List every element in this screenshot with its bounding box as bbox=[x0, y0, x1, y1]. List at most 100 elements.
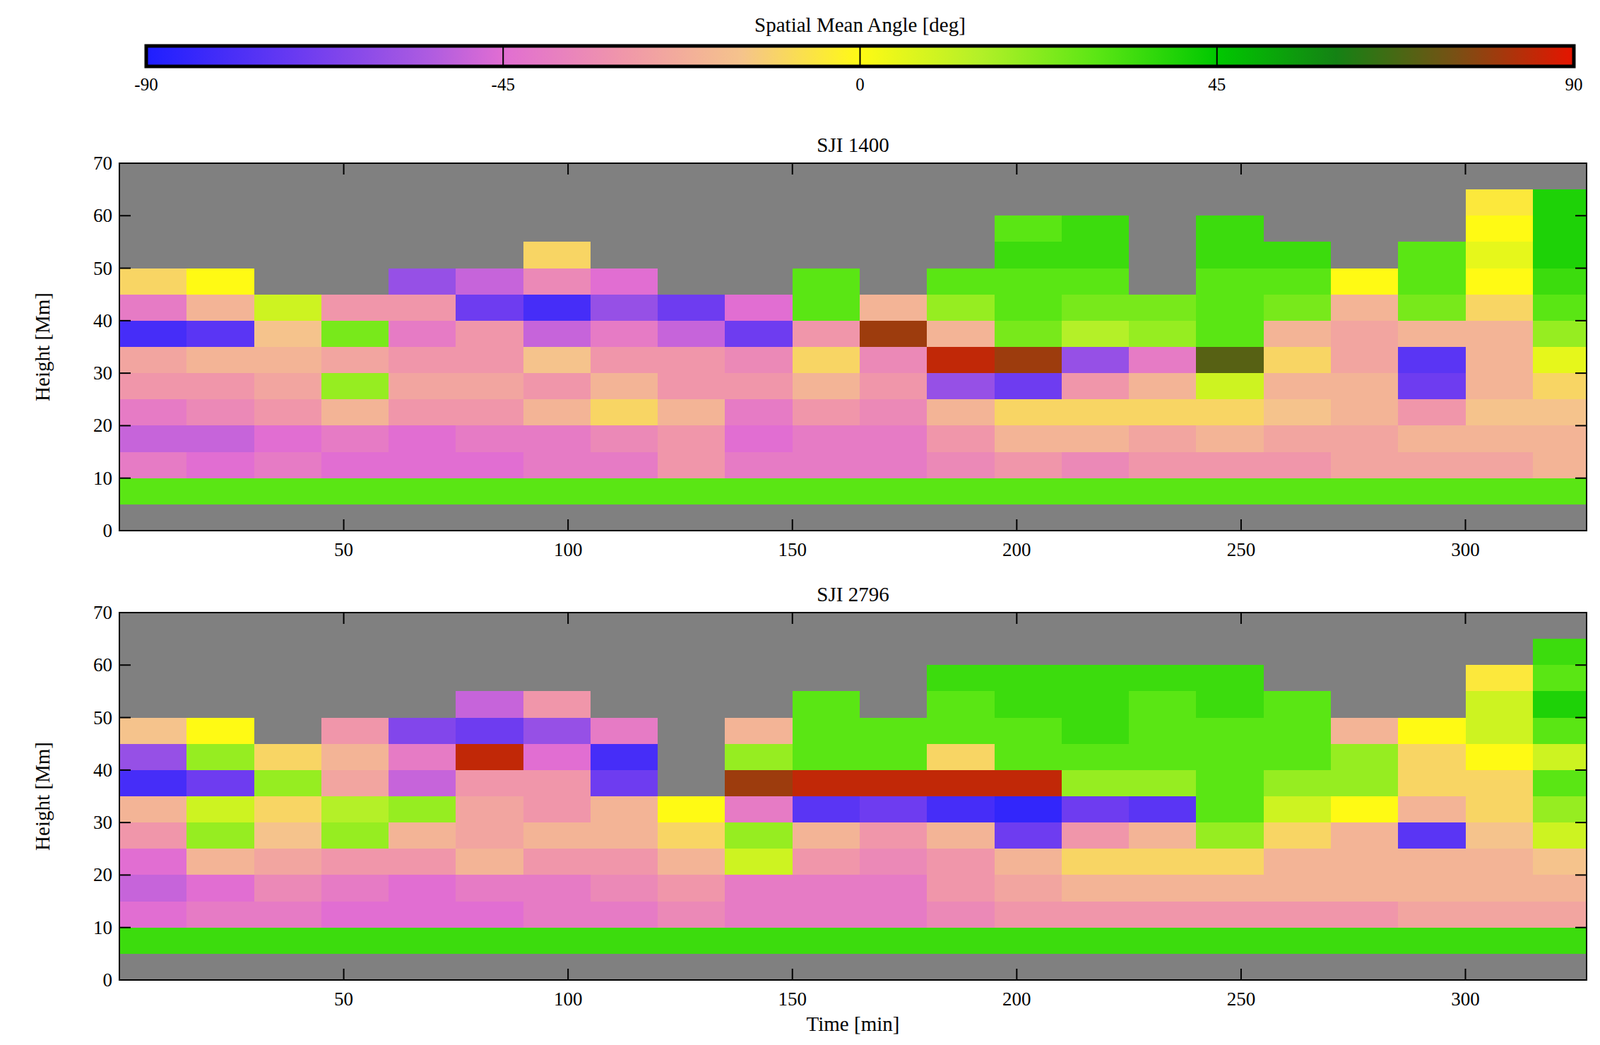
heat-cell bbox=[1532, 664, 1587, 691]
heat-cell bbox=[1195, 743, 1264, 770]
cells bbox=[119, 189, 1587, 505]
heat-cell bbox=[1061, 822, 1129, 849]
colorbar-tick bbox=[145, 45, 147, 67]
heat-cell bbox=[1061, 215, 1129, 242]
heat-cell bbox=[186, 478, 254, 505]
heat-cell bbox=[455, 268, 523, 295]
heat-cell bbox=[1263, 268, 1331, 295]
heat-cell bbox=[321, 399, 389, 426]
heat-cell bbox=[1465, 268, 1533, 295]
heat-cell bbox=[388, 874, 456, 901]
x-tick-label: 300 bbox=[1450, 538, 1480, 561]
heat-cell bbox=[455, 399, 523, 426]
heat-cell bbox=[1128, 901, 1196, 928]
heat-cell bbox=[523, 268, 591, 295]
heat-cell bbox=[455, 452, 523, 479]
heat-cell bbox=[388, 399, 456, 426]
heat-cell bbox=[1195, 901, 1264, 928]
heat-cell bbox=[1330, 901, 1398, 928]
colorbar-tick bbox=[1216, 45, 1218, 67]
heat-cell bbox=[523, 241, 591, 268]
heat-cell bbox=[792, 478, 860, 505]
heat-cell bbox=[1397, 478, 1466, 505]
y-tick bbox=[1575, 873, 1587, 876]
heat-cell bbox=[1397, 822, 1466, 849]
heat-cell bbox=[1330, 848, 1398, 875]
heat-cell bbox=[1397, 346, 1466, 373]
heat-cell bbox=[388, 848, 456, 875]
heat-cell bbox=[926, 848, 994, 875]
heat-cell bbox=[926, 822, 994, 849]
heat-cell bbox=[119, 346, 187, 373]
heat-cell bbox=[1330, 478, 1398, 505]
heat-cell bbox=[1128, 294, 1196, 321]
heat-cell bbox=[455, 346, 523, 373]
heat-cell bbox=[1532, 769, 1587, 797]
panel-title: SJI 2796 bbox=[816, 582, 889, 606]
y-tick-label: 70 bbox=[93, 152, 113, 174]
heat-cell bbox=[926, 901, 994, 928]
heat-cell bbox=[994, 743, 1062, 770]
y-tick bbox=[1575, 424, 1587, 426]
heat-cell bbox=[388, 743, 456, 770]
heat-cell bbox=[590, 874, 658, 901]
heat-cell bbox=[321, 478, 389, 505]
heat-cell bbox=[1128, 399, 1196, 426]
heat-cell bbox=[1061, 848, 1129, 875]
heat-cell bbox=[926, 294, 994, 321]
heat-cell bbox=[926, 743, 994, 770]
heat-cell bbox=[1330, 796, 1398, 823]
heat-cell bbox=[994, 399, 1062, 426]
heat-cell bbox=[1465, 848, 1533, 875]
heat-cell bbox=[321, 743, 389, 770]
heat-cell bbox=[523, 717, 591, 744]
heat-cell bbox=[792, 822, 860, 849]
heat-cell bbox=[994, 241, 1062, 268]
x-tick bbox=[1240, 612, 1242, 624]
colorbar-tick-label: 45 bbox=[1207, 74, 1226, 94]
heat-cell bbox=[1532, 478, 1587, 505]
heat-cell bbox=[1532, 241, 1587, 268]
heat-cell bbox=[186, 268, 254, 295]
y-tick bbox=[119, 821, 131, 823]
heat-cell bbox=[455, 848, 523, 875]
heat-cell bbox=[1465, 822, 1533, 849]
heat-cell bbox=[119, 478, 187, 505]
heat-cell bbox=[1397, 927, 1466, 954]
heat-cell bbox=[388, 796, 456, 823]
y-tick bbox=[119, 926, 131, 929]
heat-cell bbox=[994, 874, 1062, 901]
heat-cell bbox=[926, 372, 994, 400]
heat-cell bbox=[1465, 927, 1533, 954]
heat-cell bbox=[994, 425, 1062, 452]
heat-cell bbox=[186, 927, 254, 954]
heat-cell bbox=[590, 717, 658, 744]
heat-cell bbox=[388, 294, 456, 321]
heat-cell bbox=[1061, 927, 1129, 954]
heat-cell bbox=[590, 769, 658, 797]
colorbar-tick-label: -45 bbox=[491, 74, 515, 94]
heat-cell bbox=[1263, 372, 1331, 400]
y-axis-title: Height [Mm] bbox=[31, 292, 54, 402]
heat-cell bbox=[1263, 320, 1331, 347]
heat-cell bbox=[657, 901, 725, 928]
heat-cell bbox=[859, 822, 927, 849]
heat-cell bbox=[119, 268, 187, 295]
y-tick bbox=[119, 611, 131, 614]
heat-cell bbox=[321, 769, 389, 797]
heat-cell bbox=[1128, 927, 1196, 954]
heat-cell bbox=[657, 874, 725, 901]
x-tick-label: 50 bbox=[334, 988, 354, 1010]
y-tick bbox=[1575, 664, 1587, 666]
heat-cell bbox=[321, 372, 389, 400]
y-tick-label: 50 bbox=[93, 257, 113, 280]
heat-cell bbox=[1397, 294, 1466, 321]
heat-cell bbox=[119, 452, 187, 479]
heat-cell bbox=[859, 927, 927, 954]
heat-cell bbox=[455, 796, 523, 823]
heat-cell bbox=[1128, 848, 1196, 875]
heat-cell bbox=[455, 769, 523, 797]
heat-cell bbox=[1263, 294, 1331, 321]
colorbar-title: Spatial Mean Angle [deg] bbox=[754, 13, 966, 37]
x-tick-label: 100 bbox=[553, 538, 583, 561]
